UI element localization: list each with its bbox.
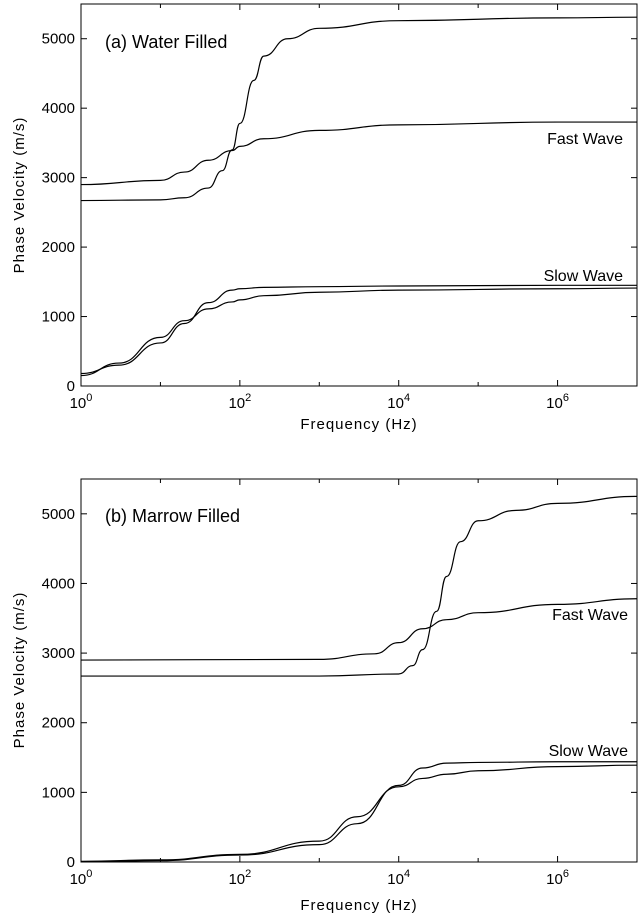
x-tick-label: 100 [70, 392, 93, 412]
plot-frame [80, 3, 638, 387]
x-tick-label: 104 [387, 392, 410, 412]
plot-frame [80, 478, 638, 863]
y-tick-label: 1000 [42, 309, 75, 326]
ticks-group: 0 1000 2000 3000 4000 5000 100 102 104 106 [42, 479, 638, 888]
x-tick-label: 106 [546, 392, 569, 412]
y-axis-label: Phase Velocity (m/s) [11, 117, 28, 274]
y-tick-label: 3000 [42, 645, 75, 662]
series-line-4 [80, 287, 638, 377]
panel-label: (b) Marrow Filled [105, 506, 240, 526]
x-tick-label: 102 [228, 868, 251, 888]
x-tick-label: 104 [387, 868, 410, 888]
y-tick-label: 5000 [42, 506, 75, 523]
x-axis-label: Frequency (Hz) [300, 416, 417, 433]
series-line-1 [80, 16, 638, 202]
series-line-2 [80, 121, 637, 186]
y-tick-label: 1000 [42, 784, 75, 801]
slow-wave-label: Slow Wave [544, 268, 624, 285]
series-line-2 [80, 598, 638, 661]
panel-label: (a) Water Filled [105, 32, 227, 52]
chart-water-filled: 0 1000 2000 3000 4000 5000 100 102 104 106 (a) Wa… [11, 3, 638, 433]
y-tick-label: 3000 [42, 170, 75, 187]
y-tick-label: 4000 [42, 100, 75, 117]
series-line-1 [81, 495, 638, 677]
y-tick-label: 4000 [42, 575, 75, 592]
curves-group [80, 495, 638, 863]
fast-wave-label: Fast Wave [552, 607, 628, 624]
y-tick-label: 0 [67, 378, 75, 395]
x-axis-label: Frequency (Hz) [300, 897, 417, 914]
slow-wave-label: Slow Wave [549, 743, 629, 760]
x-tick-label: 102 [228, 392, 251, 412]
y-tick-label: 0 [67, 854, 75, 871]
ticks-group: 0 1000 2000 3000 4000 5000 100 102 104 106 [42, 4, 638, 412]
fast-wave-label: Fast Wave [547, 131, 623, 148]
curves-group [80, 16, 638, 377]
y-tick-label: 2000 [42, 715, 75, 732]
x-tick-label: 106 [546, 868, 569, 888]
y-axis-label: Phase Velocity (m/s) [11, 592, 28, 749]
y-tick-label: 5000 [42, 31, 75, 48]
series-line-3 [80, 761, 637, 863]
series-line-4 [80, 764, 638, 862]
y-tick-label: 2000 [42, 239, 75, 256]
chart-marrow-filled: 0 1000 2000 3000 4000 5000 100 102 104 106 (b) Ma… [11, 478, 638, 914]
series-line-3 [80, 284, 637, 375]
x-tick-label: 100 [70, 868, 93, 888]
